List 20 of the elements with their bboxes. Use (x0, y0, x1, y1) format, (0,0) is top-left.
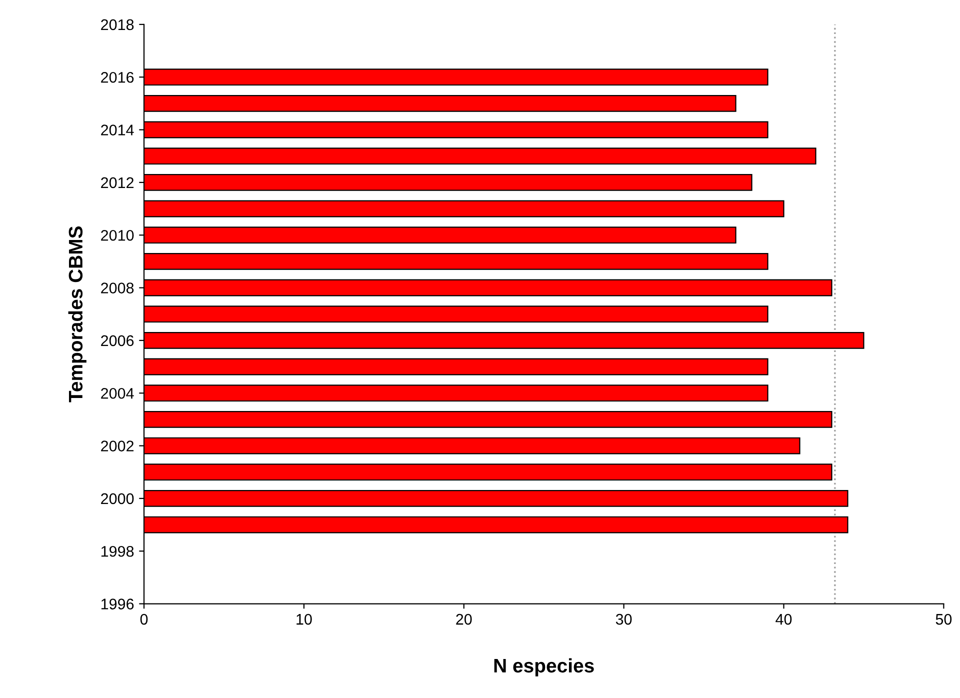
x-tick-label: 10 (296, 614, 312, 625)
y-tick-label: 2018 (101, 19, 134, 30)
x-tick-label: 50 (936, 614, 952, 625)
y-tick-label: 2006 (101, 335, 134, 346)
y-tick-label: 2016 (101, 72, 134, 83)
y-tick-label: 2004 (101, 388, 134, 399)
y-tick-label: 2012 (101, 177, 134, 188)
x-tick-label: 0 (140, 614, 148, 625)
y-axis-title: Temporades CBMS (68, 226, 86, 402)
y-tick-label: 2008 (101, 282, 134, 294)
x-tick-label: 30 (616, 614, 632, 625)
y-tick-label: 1996 (101, 598, 134, 610)
y-tick-label: 1998 (101, 546, 134, 557)
y-tick-label: 2014 (101, 124, 134, 136)
x-tick-label: 40 (776, 614, 792, 625)
y-tick-label: 2010 (101, 230, 134, 241)
y-tick-label: 2002 (101, 440, 134, 452)
x-tick-label: 20 (456, 614, 472, 625)
y-tick-label: 2000 (101, 493, 134, 504)
x-axis-title: N especies (494, 658, 594, 676)
